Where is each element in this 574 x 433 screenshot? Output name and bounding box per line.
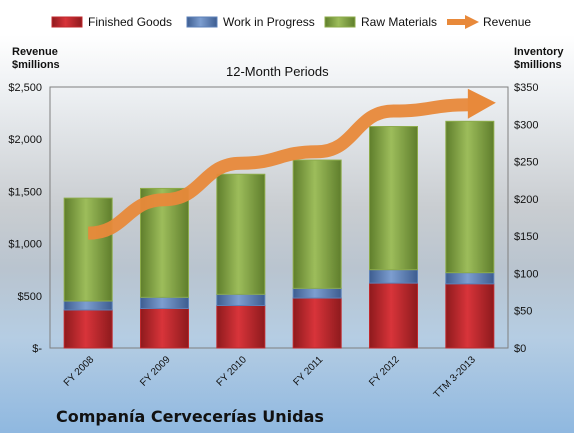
bar-finished-goods [63,309,113,349]
left-axis-tick-label: $1,500 [8,186,42,198]
legend-label: Revenue [483,15,531,29]
chart-subtitle: 12-Month Periods [226,64,329,79]
legend-label: Finished Goods [88,15,172,29]
bar-raw-materials [292,159,342,289]
left-axis-tick-label: $1,000 [8,239,42,251]
bar-finished-goods [216,304,266,349]
revenue-line [87,98,470,240]
x-axis-tick-label: FY 2008 [62,354,97,389]
bar-work-in-progress [140,296,189,309]
right-axis-tick-label: $200 [514,194,538,206]
legend-label: Raw Materials [361,15,437,29]
bar-finished-goods [140,307,189,349]
left-axis-title-line-2: $millions [12,59,60,71]
plot-area-border [49,86,509,349]
right-axis-tick-label: $50 [514,306,532,318]
company-name: Companía Cervecerías Unidas [56,407,324,426]
right-axis-title-line-2: $millions [514,59,562,71]
bar-work-in-progress [292,287,342,299]
bar-raw-materials [369,126,418,271]
x-axis-tick-label: TTM 3-2013 [432,354,479,401]
revenue-arrowhead [467,88,496,119]
bar-raw-materials [63,197,113,302]
bar-work-in-progress [445,272,495,285]
left-axis-title: Revenue $millions [12,46,60,72]
left-axis-tick-label: $500 [18,291,42,303]
left-axis-tick-label: $- [32,343,42,355]
right-axis-tick-label: $250 [514,157,538,169]
bar-finished-goods [369,282,418,349]
x-axis-tick-label: FY 2011 [291,354,325,388]
x-axis-tick-label: FY 2012 [367,354,402,389]
legend-swatch [447,19,467,25]
legend-swatch [51,16,83,28]
bar-work-in-progress [369,269,418,284]
right-axis-title-line-1: Inventory [514,46,564,58]
bar-work-in-progress [63,300,113,311]
legend-swatch-arrowhead [465,15,479,29]
legend-label: Work in Progress [223,15,315,29]
bar-work-in-progress [216,293,266,306]
bar-finished-goods [445,283,495,349]
x-axis-tick-label: FY 2010 [215,354,250,389]
right-axis-tick-label: $100 [514,268,538,280]
left-axis-tick-label: $2,000 [8,134,42,146]
x-axis-tick-label: FY 2009 [138,354,173,389]
right-axis-tick-label: $150 [514,231,538,243]
right-axis-tick-label: $300 [514,119,538,131]
right-axis-tick-label: $0 [514,343,526,355]
bar-raw-materials [445,120,495,274]
legend-swatch [186,16,218,28]
bar-raw-materials [216,173,266,295]
bar-finished-goods [292,297,342,349]
left-axis-tick-label: $2,500 [8,82,42,94]
left-axis-title-line-1: Revenue [12,46,58,58]
right-axis-tick-label: $350 [514,82,538,94]
legend-swatch [324,16,356,28]
right-axis-title: Inventory $millions [514,46,564,72]
